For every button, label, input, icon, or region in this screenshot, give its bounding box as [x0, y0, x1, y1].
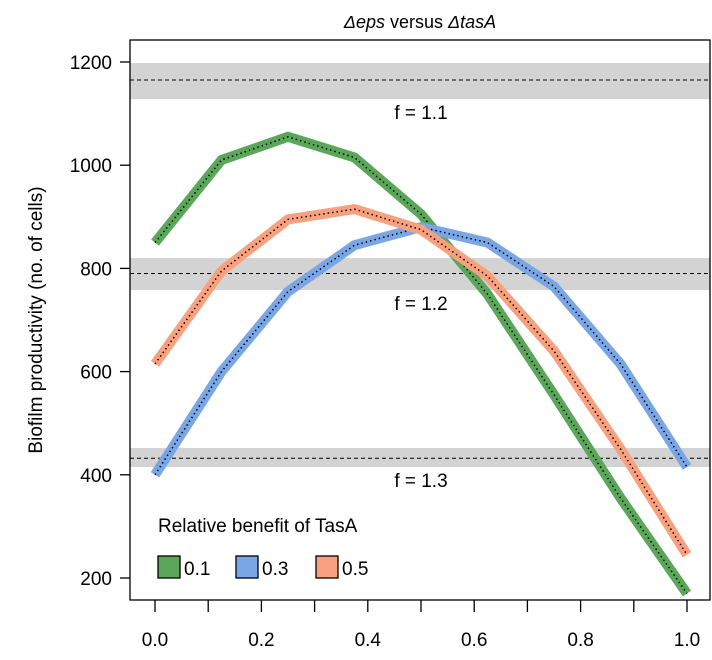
y-tick-label: 600 — [80, 363, 112, 384]
y-tick-label: 1200 — [70, 53, 112, 74]
legend-label-2: 0.3 — [262, 559, 288, 580]
legend-label-1: 0.1 — [184, 559, 210, 580]
title-part-3: ΔtasA — [447, 12, 496, 32]
x-tick-label: 0.0 — [142, 630, 168, 651]
series-1-mean-line — [154, 136, 688, 594]
x-tick-label: 0.6 — [461, 630, 487, 651]
legend-label-3: 0.5 — [342, 559, 368, 580]
reference-label-3: f = 1.3 — [394, 471, 447, 492]
x-tick-label: 1.0 — [674, 630, 700, 651]
axes: 0.0 0.2 0.4 0.6 0.8 1.0 200 400 600 800 1000 1200 — [70, 39, 711, 651]
x-tick-label: 0.8 — [567, 630, 593, 651]
y-tick-label: 400 — [80, 466, 112, 487]
y-tick-label: 1000 — [70, 156, 112, 177]
x-tick-label: 0.2 — [248, 630, 274, 651]
y-tick-label: 200 — [80, 569, 112, 590]
series-lines — [150, 131, 692, 597]
reference-band-3 — [130, 447, 710, 468]
title-part-2: versus — [385, 12, 448, 32]
legend-title: Relative benefit of TasA — [158, 516, 358, 537]
y-tick-label: 800 — [80, 259, 112, 280]
title-part-1: Δeps — [343, 12, 385, 32]
reference-band-1 — [130, 63, 710, 100]
series-3-line — [150, 203, 692, 558]
x-tick-label: 0.4 — [355, 630, 382, 651]
reference-label-2: f = 1.2 — [394, 294, 447, 315]
legend-swatch-1 — [157, 555, 181, 579]
legend: Relative benefit of TasA 0.1 0.3 0.5 — [157, 516, 368, 580]
chart-title: Δeps versus ΔtasA — [343, 12, 496, 32]
legend-swatch-2 — [235, 555, 259, 579]
legend-swatch-3 — [315, 555, 339, 579]
plot-frame — [129, 39, 711, 601]
reference-label-1: f = 1.1 — [394, 103, 447, 124]
y-axis-label: Biofilm productivity (no. of cells) — [26, 186, 47, 453]
